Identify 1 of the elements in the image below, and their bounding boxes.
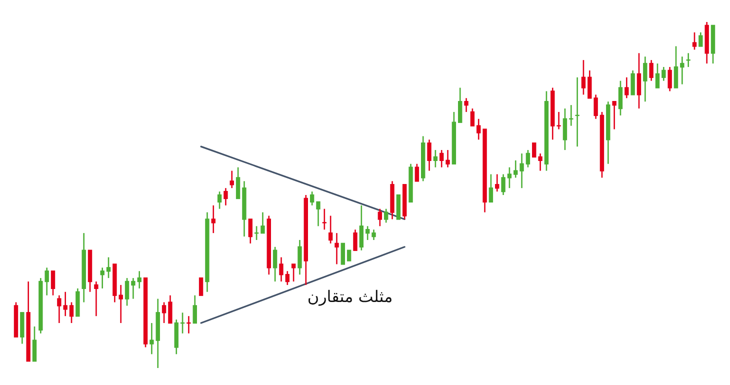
annotation: مثلث متقارن [307,287,393,306]
